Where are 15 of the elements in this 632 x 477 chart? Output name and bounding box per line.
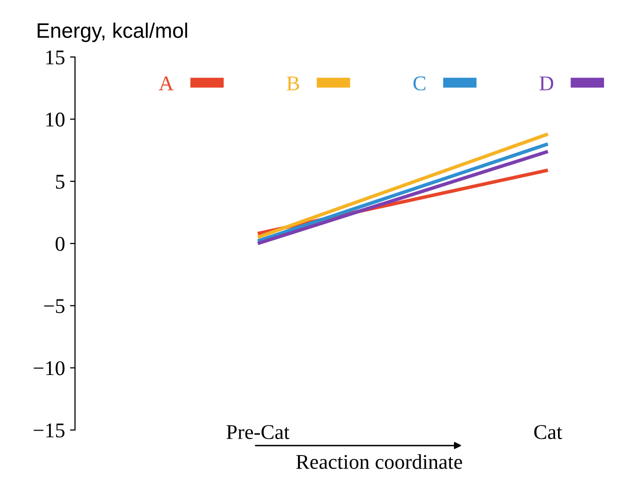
y-tick-label: 15 xyxy=(46,50,64,64)
y-tick-label: −10 xyxy=(34,361,64,376)
x-tick-label: Cat xyxy=(534,425,562,440)
y-axis-title: Energy, kcal/mol xyxy=(38,22,188,42)
y-tick-label: −15 xyxy=(34,423,64,438)
legend-label: A xyxy=(158,76,174,90)
y-tick-label: 10 xyxy=(46,112,64,127)
x-tick-label: Pre-Cat xyxy=(226,425,290,440)
legend-label: C xyxy=(413,76,426,90)
legend-label: D xyxy=(540,76,554,90)
y-tick-label: 0 xyxy=(56,236,64,251)
y-tick-label: −5 xyxy=(44,299,64,314)
y-tick-label: 5 xyxy=(56,174,64,189)
legend-label: B xyxy=(286,76,300,90)
x-axis-title: Reaction coordinate xyxy=(296,454,462,469)
